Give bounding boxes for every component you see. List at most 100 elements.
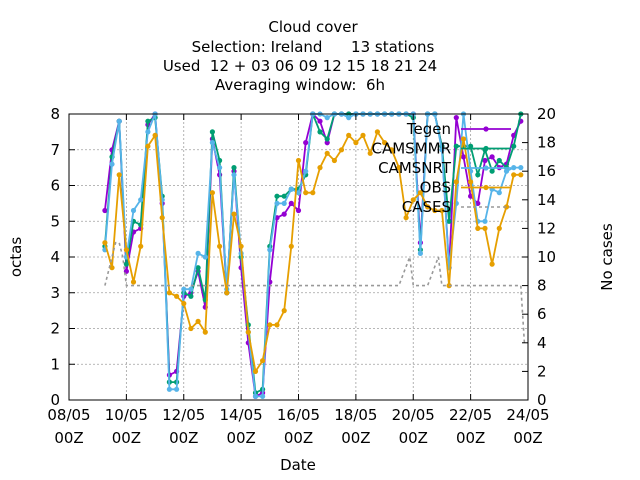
data-point-camsnrt — [145, 129, 151, 135]
data-point-obs — [174, 293, 180, 299]
x-tick-label-date: 10/05 — [105, 406, 148, 424]
data-point-tegen — [295, 207, 302, 214]
data-point-obs — [281, 308, 287, 314]
data-point-obs — [468, 179, 474, 185]
data-point-camsmmr — [446, 218, 452, 224]
data-point-camsmmr — [231, 165, 237, 171]
data-point-obs — [224, 290, 230, 296]
y-right-tick-label: 20 — [537, 105, 556, 123]
data-point-obs — [245, 329, 251, 335]
data-point-obs — [152, 132, 158, 138]
data-point-camsmmr — [453, 143, 459, 149]
data-point-camsmmr — [188, 293, 194, 299]
x-tick-label-hour: 00Z — [341, 429, 370, 447]
x-tick-label-hour: 00Z — [513, 429, 542, 447]
data-point-obs — [374, 129, 380, 135]
y-right-tick-label: 10 — [537, 248, 556, 266]
y-right-tick-label: 6 — [537, 305, 547, 323]
y-right-tick-label: 12 — [537, 219, 556, 237]
data-point-obs — [188, 325, 194, 332]
data-point-camsnrt — [195, 250, 201, 256]
data-point-camsmmr — [274, 193, 280, 199]
data-point-obs — [475, 225, 481, 231]
data-point-obs — [453, 179, 459, 185]
data-point-camsmmr — [496, 157, 502, 164]
y-right-tick-label: 14 — [537, 191, 556, 209]
data-point-camsnrt — [166, 386, 172, 392]
data-point-camsnrt — [482, 218, 488, 224]
x-tick-label-date: 22/05 — [449, 406, 492, 424]
y-right-tick-label: 16 — [537, 162, 556, 180]
data-point-camsmmr — [511, 143, 517, 149]
data-point-camsmmr — [468, 143, 474, 149]
data-point-obs — [209, 190, 215, 196]
x-tick-label-hour: 00Z — [112, 429, 141, 447]
data-point-camsnrt — [109, 161, 115, 167]
data-point-tegen — [489, 154, 495, 160]
data-point-obs — [231, 211, 237, 217]
legend-marker-tegen — [483, 126, 489, 132]
data-point-camsnrt — [346, 115, 352, 121]
data-point-tegen — [303, 140, 309, 146]
data-point-obs — [382, 140, 388, 146]
data-point-tegen — [482, 157, 488, 164]
data-point-obs — [489, 261, 495, 267]
x-tick-label-hour: 00Z — [284, 429, 313, 447]
data-point-obs — [288, 243, 294, 249]
x-tick-label-hour: 00Z — [399, 429, 428, 447]
legend-label-obs: OBS — [420, 179, 451, 197]
x-tick-label-hour: 00Z — [54, 429, 83, 447]
data-point-camsnrt — [518, 165, 524, 171]
series-layer — [102, 111, 526, 399]
data-point-obs — [252, 368, 259, 374]
data-point-camsnrt — [231, 172, 237, 178]
data-point-obs — [109, 265, 115, 271]
data-point-obs — [410, 197, 416, 203]
data-point-obs — [102, 240, 108, 246]
data-point-tegen — [317, 118, 323, 124]
data-point-camsmmr — [281, 193, 287, 199]
data-point-tegen — [281, 211, 287, 217]
data-point-obs — [396, 165, 402, 171]
data-point-tegen — [102, 207, 108, 214]
legend-marker-camsnrt — [483, 165, 489, 171]
data-point-obs — [295, 157, 302, 164]
data-point-camsnrt — [295, 190, 302, 196]
data-point-obs — [353, 140, 359, 146]
data-point-camsnrt — [496, 190, 502, 196]
data-point-camsmmr — [489, 168, 495, 174]
y-left-tick-label: 6 — [50, 177, 60, 195]
data-point-obs — [360, 132, 366, 138]
data-point-obs — [331, 157, 337, 164]
y-left-tick-label: 2 — [50, 320, 60, 338]
x-tick-label-date: 14/05 — [220, 406, 263, 424]
x-axis-label: Date — [280, 456, 316, 474]
data-point-camsnrt — [281, 200, 287, 206]
data-point-obs — [403, 215, 409, 221]
data-point-camsnrt — [209, 140, 215, 146]
legend-label-cases: CASES — [402, 198, 451, 216]
data-point-obs — [518, 172, 524, 178]
x-tick-label-hour: 00Z — [226, 429, 255, 447]
data-point-camsmmr — [317, 129, 323, 135]
series-line-cases — [104, 241, 526, 343]
data-point-obs — [260, 358, 266, 364]
y-right-tick-label: 0 — [537, 391, 547, 409]
y-left-tick-label: 5 — [50, 212, 60, 230]
x-tick-label-date: 20/05 — [392, 406, 435, 424]
title-line-4: Averaging window: 6h — [215, 76, 385, 94]
y-left-tick-label: 7 — [50, 141, 60, 159]
data-point-obs — [181, 300, 187, 307]
data-point-obs — [217, 243, 223, 249]
data-point-obs — [496, 225, 502, 231]
y-left-tick-label: 4 — [50, 248, 60, 266]
data-point-camsnrt — [138, 197, 144, 203]
data-point-tegen — [475, 200, 481, 206]
data-point-obs — [439, 207, 445, 214]
legend-marker-obs — [483, 184, 489, 191]
x-tick-label-hour: 00Z — [169, 429, 198, 447]
data-point-obs — [202, 329, 208, 335]
data-point-camsnrt — [188, 286, 194, 292]
axis-ticks: 08/05 00Z 10/05 00Z 12/05 00Z 14/05 00Z 16/05 00Z… — [47, 105, 556, 447]
x-tick-label-date: 16/05 — [277, 406, 320, 424]
